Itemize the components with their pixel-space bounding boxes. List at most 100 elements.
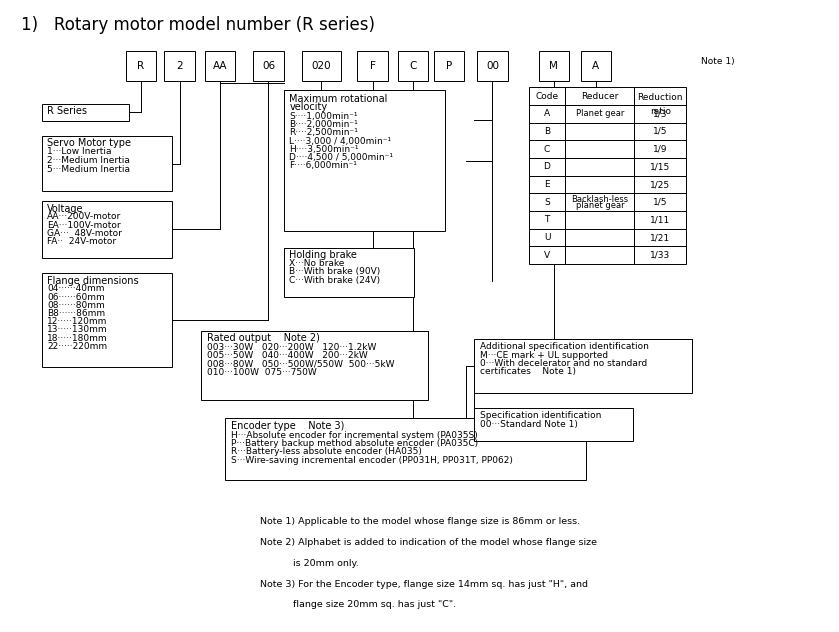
Text: Note 1): Note 1)	[701, 57, 734, 66]
Bar	[357, 51, 388, 81]
Bar	[634, 158, 686, 176]
Bar	[205, 51, 235, 81]
Text: 1/3: 1/3	[653, 109, 668, 118]
Text: 1/15: 1/15	[650, 162, 670, 171]
Text: 1/5: 1/5	[653, 198, 668, 207]
Text: 2···Medium Inertia: 2···Medium Inertia	[47, 156, 130, 165]
Bar	[474, 408, 633, 441]
Bar	[634, 140, 686, 158]
Text: S····1,000min⁻¹: S····1,000min⁻¹	[289, 112, 358, 121]
Text: 04······40mm: 04······40mm	[47, 284, 105, 293]
Text: 06: 06	[262, 61, 275, 71]
Text: C: C	[409, 61, 416, 71]
Text: P: P	[446, 61, 452, 71]
Text: B8······86mm: B8······86mm	[47, 309, 105, 318]
Text: 010···100W  075···750W: 010···100W 075···750W	[207, 368, 317, 377]
Text: 00: 00	[486, 61, 499, 71]
Text: 1)   Rotary motor model number (R series): 1) Rotary motor model number (R series)	[21, 16, 375, 33]
Text: Planet gear: Planet gear	[576, 109, 624, 118]
Text: D: D	[544, 162, 550, 171]
Text: 12·····120mm: 12·····120mm	[47, 317, 107, 326]
Bar	[253, 51, 284, 81]
Text: Reducer: Reducer	[581, 92, 618, 100]
Text: 2: 2	[176, 61, 183, 71]
Text: 18·····180mm: 18·····180mm	[47, 334, 107, 343]
Text: F····6,000min⁻¹: F····6,000min⁻¹	[289, 161, 357, 170]
Text: Backlash-less: Backlash-less	[571, 195, 628, 204]
Bar	[581, 51, 611, 81]
Text: Holding brake: Holding brake	[289, 250, 357, 260]
Text: T: T	[545, 216, 550, 224]
Bar	[634, 87, 686, 105]
Text: Flange dimensions: Flange dimensions	[47, 276, 138, 286]
Text: C: C	[544, 145, 550, 154]
Bar	[42, 136, 172, 191]
Text: Reduction: Reduction	[638, 94, 683, 102]
Text: ratio: ratio	[649, 107, 671, 116]
Text: velocity: velocity	[289, 102, 327, 112]
Text: 1···Low Inertia: 1···Low Inertia	[47, 147, 112, 156]
Bar	[634, 246, 686, 264]
Text: L····3,000 / 4,000min⁻¹: L····3,000 / 4,000min⁻¹	[289, 137, 392, 145]
Bar	[164, 51, 195, 81]
Text: 003···30W   020···200W   120···1.2kW: 003···30W 020···200W 120···1.2kW	[207, 343, 377, 352]
Text: 020: 020	[311, 61, 331, 71]
Text: 1/25: 1/25	[650, 180, 670, 189]
Bar	[529, 229, 565, 246]
Text: 008···80W   050···500W/550W  500···5kW: 008···80W 050···500W/550W 500···5kW	[207, 360, 394, 368]
Bar	[434, 51, 464, 81]
Text: B····2,000min⁻¹: B····2,000min⁻¹	[289, 120, 358, 129]
Text: A: A	[544, 109, 550, 118]
Bar	[477, 51, 508, 81]
Text: Encoder type    Note 3): Encoder type Note 3)	[231, 421, 344, 431]
Bar	[634, 193, 686, 211]
Text: Specification identification: Specification identification	[480, 411, 602, 420]
Text: 005···50W   040···400W   200···2kW: 005···50W 040···400W 200···2kW	[207, 351, 368, 360]
Bar	[42, 201, 172, 258]
Text: EA···100V-motor: EA···100V-motor	[47, 221, 121, 229]
Text: H····3,500min⁻¹: H····3,500min⁻¹	[289, 145, 359, 154]
Bar	[284, 90, 445, 231]
Text: V: V	[544, 251, 550, 260]
Bar	[225, 418, 586, 480]
Text: A: A	[592, 61, 599, 71]
Text: 1/21: 1/21	[650, 233, 670, 242]
Bar	[529, 193, 565, 211]
Text: flange size 20mm sq. has just "C".: flange size 20mm sq. has just "C".	[260, 600, 456, 609]
Bar	[565, 87, 634, 105]
Text: 06······60mm: 06······60mm	[47, 293, 105, 301]
Text: is 20mm only.: is 20mm only.	[260, 559, 359, 568]
Text: Additional specification identification: Additional specification identification	[480, 342, 649, 351]
Bar	[634, 211, 686, 229]
Bar	[565, 140, 634, 158]
Bar	[565, 105, 634, 123]
Text: Code: Code	[535, 92, 559, 100]
Bar	[201, 331, 428, 400]
Text: M: M	[550, 61, 558, 71]
Bar	[565, 229, 634, 246]
Text: R Series: R Series	[47, 106, 87, 116]
Text: F: F	[369, 61, 376, 71]
Bar	[634, 176, 686, 193]
Bar	[565, 211, 634, 229]
Text: S: S	[545, 198, 550, 207]
Text: 1/9: 1/9	[653, 145, 668, 154]
Text: P···Battery backup method absolute encoder (PA035C): P···Battery backup method absolute encod…	[231, 439, 478, 448]
Text: X···No brake: X···No brake	[289, 259, 345, 268]
Text: GA···  48V-motor: GA··· 48V-motor	[47, 229, 122, 238]
Text: R···Battery-less absolute encoder (HA035): R···Battery-less absolute encoder (HA035…	[231, 447, 422, 456]
Text: R····2,500min⁻¹: R····2,500min⁻¹	[289, 128, 358, 137]
Text: B: B	[544, 127, 550, 136]
Text: S···Wire-saving incremental encoder (PP031H, PP031T, PP062): S···Wire-saving incremental encoder (PP0…	[231, 456, 513, 465]
Bar	[565, 176, 634, 193]
Text: planet gear: planet gear	[576, 201, 624, 210]
Bar	[529, 87, 565, 105]
Text: 1/11: 1/11	[650, 216, 670, 224]
Text: Rated output    Note 2): Rated output Note 2)	[207, 333, 320, 343]
Text: FA··  24V-motor: FA·· 24V-motor	[47, 237, 116, 246]
Bar	[529, 176, 565, 193]
Text: Note 1) Applicable to the model whose flange size is 86mm or less.: Note 1) Applicable to the model whose fl…	[260, 517, 581, 526]
Text: Servo Motor type: Servo Motor type	[47, 138, 131, 149]
Bar	[565, 193, 634, 211]
Text: H···Absolute encoder for incremental system (PA035S): H···Absolute encoder for incremental sys…	[231, 431, 477, 440]
